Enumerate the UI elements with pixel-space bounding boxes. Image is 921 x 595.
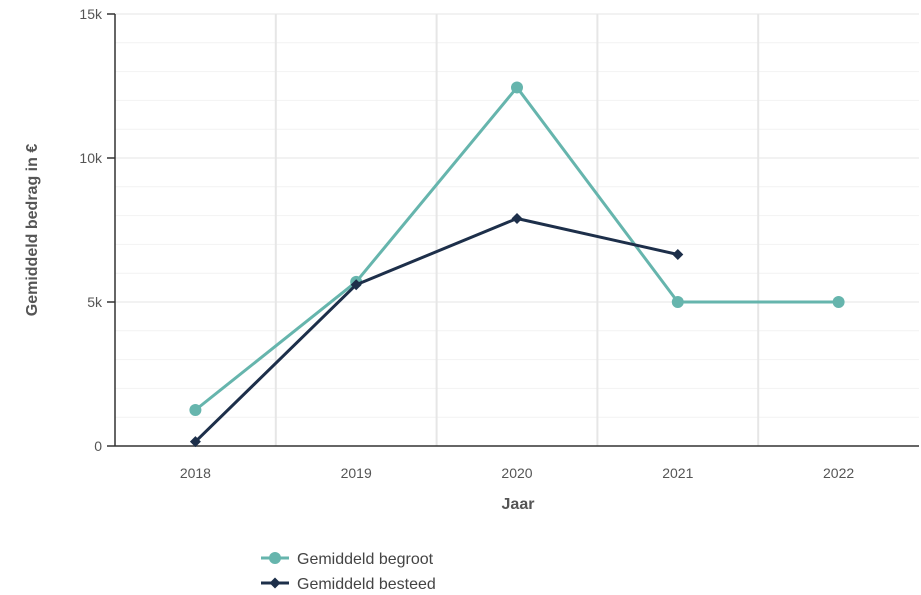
chart-axes <box>114 14 919 447</box>
y-tick-label: 10k <box>79 150 103 166</box>
x-tick-label: 2020 <box>501 465 532 481</box>
y-tick-label: 5k <box>87 294 103 310</box>
x-tick-label: 2022 <box>823 465 854 481</box>
data-point <box>672 248 684 260</box>
y-axis-title: Gemiddeld bedrag in € <box>24 144 41 317</box>
series-1 <box>189 81 845 416</box>
x-axis-ticks: 2018 2019 2020 2021 2022 <box>180 465 855 481</box>
legend-marker <box>269 552 281 564</box>
legend-item[interactable]: Gemiddeld besteed <box>261 576 436 593</box>
x-tick-label: 2018 <box>180 465 211 481</box>
legend-label: Gemiddeld begroot <box>297 551 434 568</box>
chart-grid <box>115 13 919 446</box>
x-tick-label: 2019 <box>341 465 372 481</box>
series-line <box>194 85 839 412</box>
data-point <box>189 404 202 416</box>
data-point <box>350 279 362 291</box>
data-point <box>511 212 523 224</box>
data-point <box>832 296 845 308</box>
legend-item[interactable]: Gemiddeld begroot <box>261 551 434 568</box>
y-tick-label: 15k <box>79 6 103 22</box>
legend-label: Gemiddeld besteed <box>297 576 436 593</box>
x-tick-label: 2021 <box>662 465 693 481</box>
data-point <box>189 436 201 448</box>
chart-series <box>189 81 845 448</box>
data-point <box>671 296 684 308</box>
series-2 <box>189 212 684 448</box>
x-axis-title: Jaar <box>502 496 535 513</box>
series-line <box>194 216 679 443</box>
legend-marker <box>269 577 281 589</box>
chart-legend[interactable]: Gemiddeld begroot Gemiddeld besteed <box>261 551 436 593</box>
y-axis-ticks: 0 5k 10k 15k <box>79 6 115 454</box>
y-tick-label: 0 <box>94 438 102 454</box>
data-point <box>511 81 523 94</box>
